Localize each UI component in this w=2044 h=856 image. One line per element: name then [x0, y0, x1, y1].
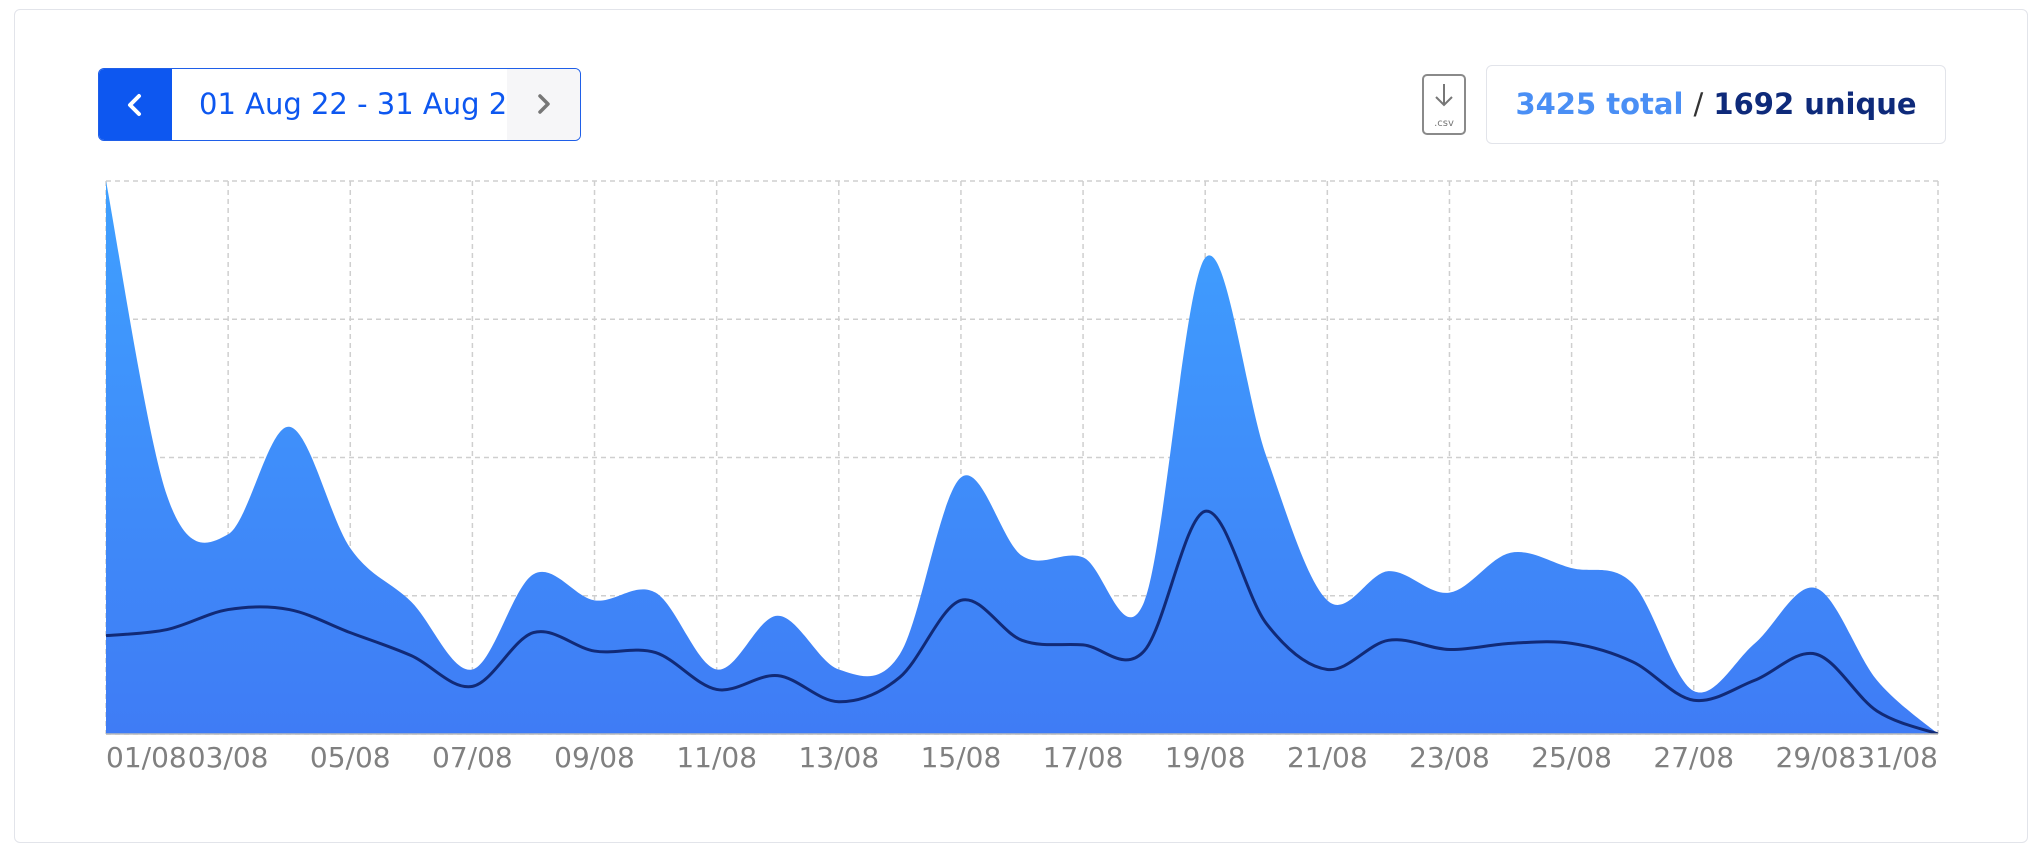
x-tick-label: 15/08	[921, 741, 1002, 774]
x-tick-label: 09/08	[554, 741, 635, 774]
date-picker: 01 Aug 22 - 31 Aug 22	[98, 68, 581, 141]
unique-count: 1692 unique	[1713, 87, 1917, 121]
x-tick-label: 07/08	[432, 741, 513, 774]
x-tick-label: 11/08	[676, 741, 757, 774]
date-range: 01 Aug 22 - 31 Aug 22	[199, 87, 526, 121]
next-button[interactable]	[507, 69, 580, 140]
csv-label: .csv	[1434, 118, 1454, 129]
x-tick-label: 19/08	[1165, 741, 1246, 774]
x-tick-label: 23/08	[1409, 741, 1490, 774]
x-tick-label: 03/08	[188, 741, 269, 774]
x-tick-label: 17/08	[1043, 741, 1124, 774]
download-icon	[1435, 84, 1453, 107]
next-icon	[538, 94, 550, 114]
x-tick-label: 31/08	[1857, 741, 1938, 774]
area	[106, 181, 1938, 734]
prev-icon	[128, 94, 141, 116]
x-tick-label: 01/08	[106, 741, 187, 774]
x-tick-label: 29/08	[1776, 741, 1857, 774]
x-tick-label: 21/08	[1287, 741, 1368, 774]
x-tick-label: 27/08	[1653, 741, 1734, 774]
x-tick-label: 13/08	[798, 741, 879, 774]
x-tick-label: 05/08	[310, 741, 391, 774]
x-tick-label: 25/08	[1531, 741, 1612, 774]
card	[14, 9, 2028, 843]
separator: /	[1693, 87, 1704, 121]
stats: 3425 total / 1692 unique	[1486, 65, 1946, 144]
line	[106, 509, 1938, 734]
total-count: 3425 total	[1515, 87, 1684, 121]
csv-download[interactable]: .csv	[1422, 74, 1466, 135]
prev-button[interactable]	[99, 69, 172, 140]
